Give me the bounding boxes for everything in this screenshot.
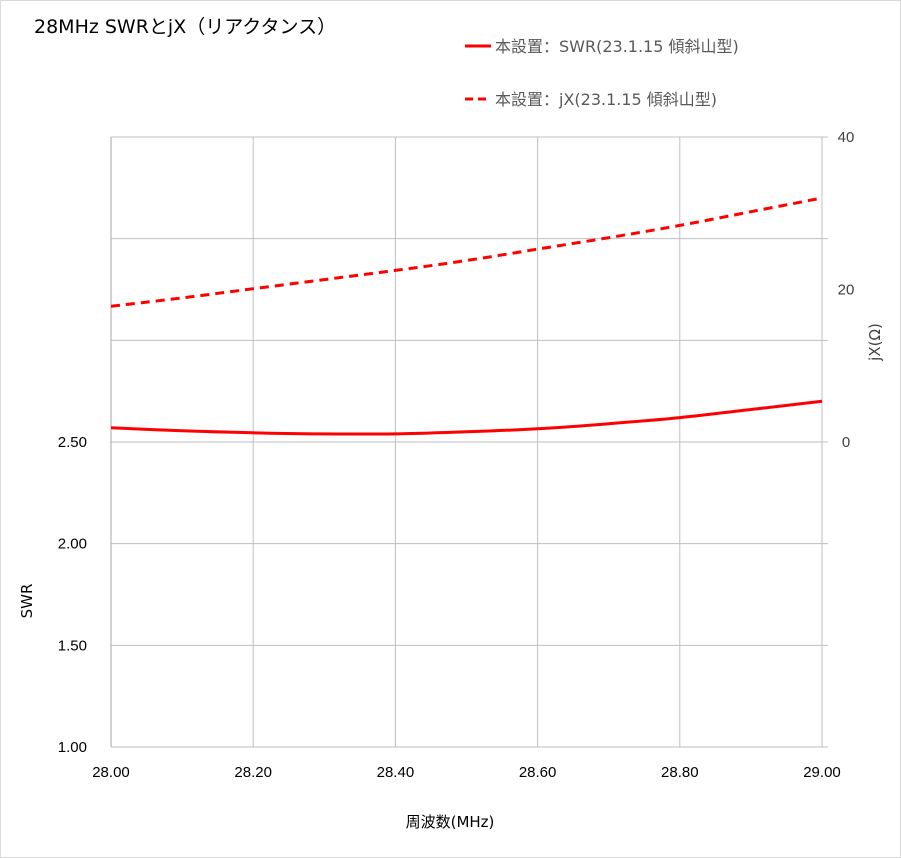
- legend-swr-label: 本設置：SWR(23.1.15 傾斜山型): [495, 37, 739, 56]
- y-axis-label: SWR: [18, 584, 36, 619]
- gridlines: [110, 136, 828, 748]
- y2-tick-labels: 0 20 40: [838, 129, 855, 451]
- y-tick-label: 1.00: [58, 739, 87, 756]
- x-tick-label: 29.00: [803, 764, 841, 781]
- x-tick-label: 28.20: [234, 764, 272, 781]
- y2-tick-label: 0: [842, 434, 850, 451]
- y-tick-labels: 1.00 1.50 2.00 2.50: [58, 434, 87, 756]
- x-tick-label: 28.80: [661, 764, 699, 781]
- x-tick-label: 28.60: [519, 764, 557, 781]
- x-tick-label: 28.00: [92, 764, 130, 781]
- x-tick-labels: 28.00 28.20 28.40 28.60 28.80 29.00: [92, 764, 841, 781]
- y-tick-label: 1.50: [58, 637, 87, 654]
- y2-tick-label: 20: [838, 282, 855, 299]
- jx-series-line: [110, 196, 823, 308]
- x-tick-label: 28.40: [377, 764, 415, 781]
- chart-title: 28MHz SWRとjX（リアクタンス）: [34, 16, 336, 38]
- y2-axis-label: jX(Ω): [866, 323, 884, 362]
- x-axis-label: 周波数(MHz): [406, 813, 495, 831]
- legend: 本設置：SWR(23.1.15 傾斜山型) 本設置：jX(23.1.15 傾斜山…: [465, 37, 739, 109]
- y2-tick-label: 40: [838, 129, 855, 146]
- legend-jx-label: 本設置：jX(23.1.15 傾斜山型): [495, 90, 717, 109]
- y-tick-label: 2.00: [58, 536, 87, 553]
- y-tick-label: 2.50: [58, 434, 87, 451]
- swr-series-line: [110, 399, 823, 436]
- series-lines: [110, 196, 823, 436]
